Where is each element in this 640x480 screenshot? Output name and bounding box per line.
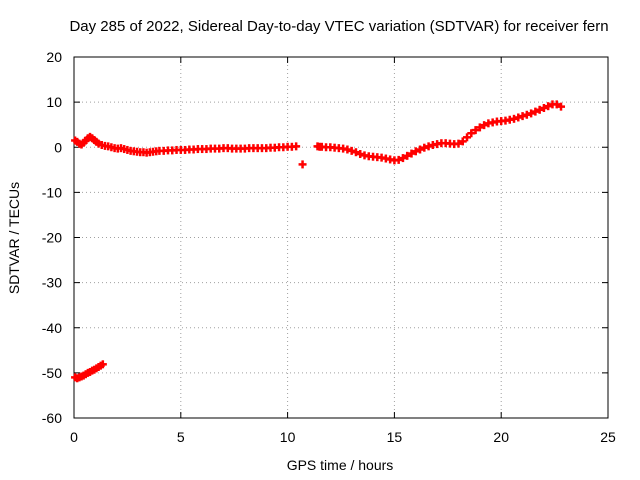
data-point: [518, 112, 527, 121]
data-point: [458, 137, 467, 146]
data-point: [398, 154, 407, 163]
x-tick-label: 15: [387, 429, 403, 445]
chart-title: Day 285 of 2022, Sidereal Day-to-day VTE…: [69, 18, 608, 35]
data-point: [535, 105, 544, 114]
data-point: [539, 103, 548, 112]
data-point: [480, 121, 489, 130]
data-point: [510, 114, 519, 123]
data-point: [343, 145, 352, 154]
y-tick-label: -10: [42, 184, 62, 200]
data-point: [292, 142, 301, 151]
data-point: [544, 102, 553, 111]
x-tick-label: 5: [177, 429, 185, 445]
data-point: [467, 129, 476, 138]
y-tick-label: -30: [42, 275, 62, 291]
data-point: [411, 147, 420, 156]
data-point: [527, 109, 536, 118]
data-point: [407, 149, 416, 158]
data-point: [475, 123, 484, 132]
y-tick-label: -50: [42, 365, 62, 381]
data-point: [403, 151, 412, 160]
data-point: [531, 107, 540, 116]
data-point: [471, 126, 480, 135]
x-axis-label: GPS time / hours: [287, 457, 394, 473]
y-tick-label: 20: [46, 49, 62, 65]
x-tick-label: 20: [493, 429, 509, 445]
x-tick-label: 10: [280, 429, 296, 445]
data-points: [71, 100, 566, 383]
grid: [74, 57, 608, 418]
data-point: [420, 143, 429, 152]
data-point: [351, 148, 360, 157]
y-axis-label: SDTVAR / TECUs: [6, 182, 22, 294]
data-point: [298, 160, 307, 169]
y-tick-label: -20: [42, 230, 62, 246]
data-point: [416, 145, 425, 154]
y-tick-label: 10: [46, 94, 62, 110]
y-tick-label: 0: [54, 139, 62, 155]
data-point: [424, 142, 433, 151]
data-point: [394, 155, 403, 164]
x-tick-label: 25: [600, 429, 616, 445]
axis-ticks: 0 5 10 15 20 25 -60 -50 -40 -30 -20 -10 0 10 20: [42, 49, 616, 445]
data-point: [463, 133, 472, 142]
data-point: [347, 146, 356, 155]
data-point: [557, 102, 566, 111]
data-point: [356, 150, 365, 159]
data-point: [454, 139, 463, 148]
data-point: [98, 360, 107, 369]
data-point: [522, 110, 531, 119]
x-tick-label: 0: [70, 429, 78, 445]
y-tick-label: -40: [42, 320, 62, 336]
data-point: [552, 100, 561, 109]
y-tick-label: -60: [42, 410, 62, 426]
data-point: [514, 113, 523, 122]
